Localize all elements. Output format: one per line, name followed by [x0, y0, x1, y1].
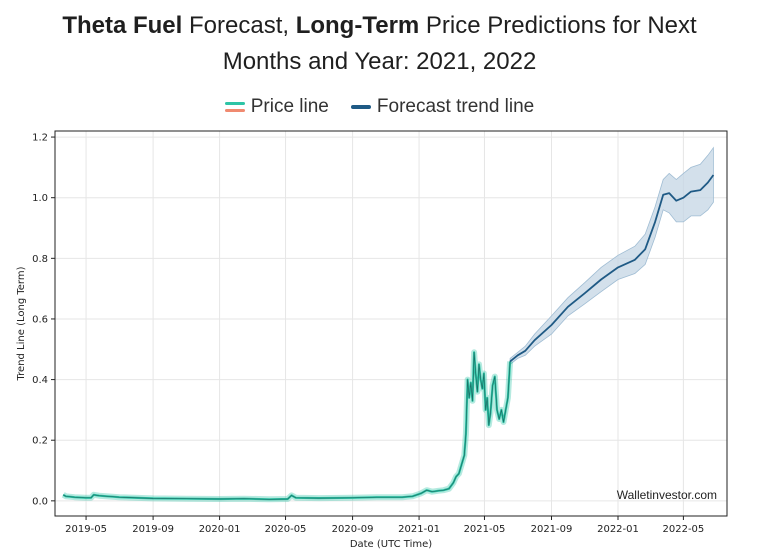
x-tick-label: 2021-01 [398, 524, 440, 535]
y-tick-label: 0.6 [32, 314, 48, 325]
y-axis-label: Trend Line (Long Term) [16, 266, 27, 381]
x-tick-label: 2020-01 [199, 524, 241, 535]
chart-title-line-1: Theta Fuel Forecast, Long-Term Price Pre… [0, 8, 759, 44]
y-tick-label: 0.4 [32, 375, 48, 386]
title-text-b: Price Predictions for Next [419, 12, 697, 39]
chart-title-line-2: Months and Year: 2021, 2022 [222, 48, 537, 75]
watermark-text: Walletinvestor.com [617, 488, 717, 502]
price-line-swatch [224, 102, 245, 112]
price-swatch-top [224, 102, 245, 105]
legend-item-price[interactable]: Price line [224, 96, 329, 118]
title-coin-name: Theta Fuel [62, 12, 183, 39]
plot-area [55, 131, 727, 516]
y-tick-label: 1.0 [32, 193, 48, 204]
title-text-a: Forecast, [182, 12, 296, 39]
y-tick-label: 1.2 [32, 133, 48, 144]
x-tick-label: 2021-09 [531, 524, 573, 535]
y-tick-label: 0.8 [32, 254, 48, 265]
forecast-line-swatch [350, 105, 371, 109]
legend-forecast-label: Forecast trend line [376, 96, 535, 117]
chart-title: Theta Fuel Forecast, Long-Term Price Pre… [0, 8, 759, 80]
x-tick-label: 2020-05 [265, 524, 307, 535]
legend-price-label: Price line [250, 96, 329, 117]
price-swatch-bottom [224, 109, 245, 112]
y-tick-label: 0.2 [32, 436, 48, 447]
x-axis-label: Date (UTC Time) [350, 539, 432, 550]
price-line-core [63, 351, 511, 500]
x-tick-label: 2022-05 [663, 524, 705, 535]
x-tick-label: 2021-05 [464, 524, 506, 535]
chart-legend: Price line Forecast trend line [0, 96, 759, 118]
grid-lines [55, 131, 727, 516]
forecast-confidence-band [509, 146, 714, 366]
legend-item-forecast[interactable]: Forecast trend line [350, 96, 535, 118]
y-tick-label: 0.0 [32, 496, 48, 507]
series-group [61, 174, 715, 503]
x-tick-label: 2019-05 [65, 524, 107, 535]
forecast-trend-line [509, 174, 715, 363]
x-tick-label: 2022-01 [597, 524, 639, 535]
plot-border [54, 130, 728, 517]
axes-group: 2019-05 2019-09 2020-01 2020-05 2020-09 2021-… [32, 130, 728, 535]
x-tick-label: 2019-09 [132, 524, 174, 535]
x-tick-label: 2020-09 [332, 524, 374, 535]
title-term: Long-Term [295, 12, 420, 39]
